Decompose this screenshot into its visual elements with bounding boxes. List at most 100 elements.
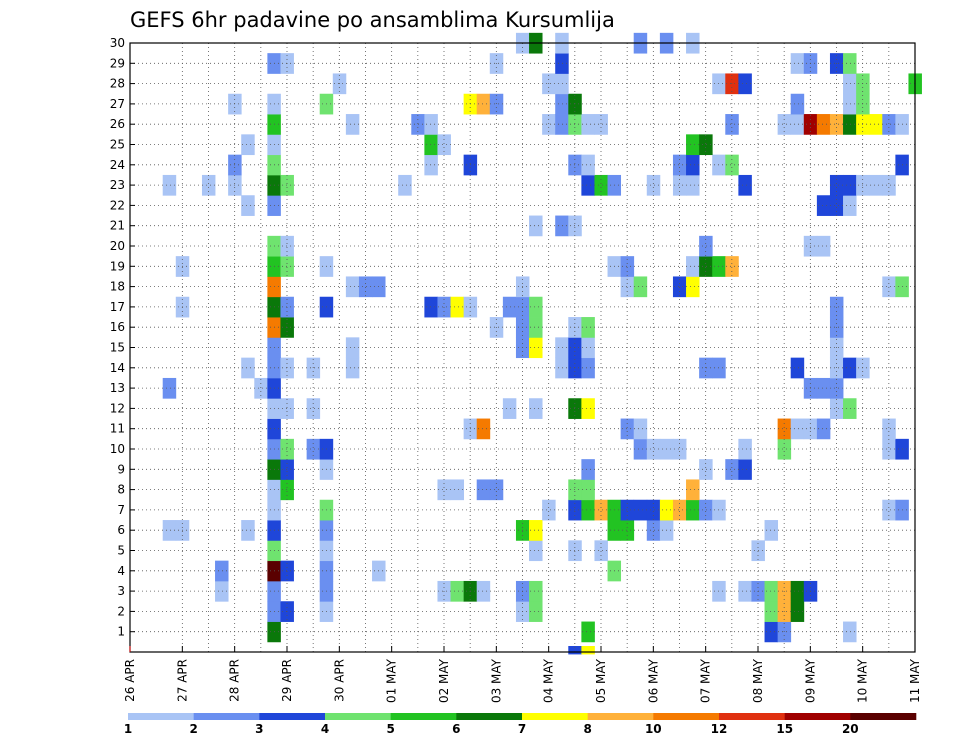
precip-cell — [816, 377, 831, 399]
precip-cell — [764, 520, 779, 541]
precip-cell — [568, 540, 582, 562]
precip-cell — [829, 174, 844, 196]
precip-cell — [555, 357, 569, 379]
precip-cell — [306, 398, 321, 419]
precip-cell — [790, 357, 805, 379]
precip-cell — [215, 560, 229, 582]
precip-cell — [686, 499, 700, 521]
colorbar-label: 2 — [190, 722, 198, 736]
precip-cell — [843, 174, 857, 196]
y-tick-label: 13 — [110, 381, 125, 395]
precip-cell — [594, 540, 608, 562]
x-tick-label: 30 APR — [332, 659, 346, 702]
chart-title: GEFS 6hr padavine po ansamblima Kursumli… — [130, 8, 615, 32]
precip-cell — [829, 377, 844, 399]
precip-cell — [476, 93, 491, 115]
y-tick-label: 17 — [110, 300, 125, 314]
precip-cell — [581, 114, 595, 135]
y-tick-label: 8 — [117, 483, 125, 497]
precip-cell — [882, 114, 896, 135]
precip-cell — [280, 459, 294, 480]
x-tick-label: 03 MAY — [489, 658, 503, 703]
colorbar-label: 20 — [842, 722, 859, 736]
x-tick-label: 08 MAY — [751, 658, 765, 703]
precip-cell — [672, 499, 687, 521]
precip-cell — [620, 256, 635, 277]
x-tick-label: 09 MAY — [803, 658, 817, 703]
precip-cell — [843, 621, 857, 643]
precip-cell — [725, 256, 739, 277]
y-tick-label: 23 — [110, 178, 125, 192]
precip-cell — [280, 438, 294, 460]
x-tick-label: 26 APR — [123, 659, 137, 702]
colorbar-segment — [587, 713, 654, 720]
precip-cell — [869, 114, 883, 135]
colorbar-label: 15 — [776, 722, 793, 736]
y-tick-label: 5 — [117, 544, 125, 558]
grid-layer — [130, 42, 915, 652]
colorbar-segment — [193, 713, 260, 720]
precip-cell — [424, 114, 438, 135]
precip-cell — [555, 53, 569, 74]
precip-cell — [476, 418, 491, 440]
precip-cell — [699, 235, 713, 257]
precip-cell — [568, 154, 582, 176]
precip-cell — [215, 580, 229, 602]
y-tick-label: 10 — [110, 442, 125, 456]
precip-cell — [555, 73, 569, 95]
precip-cell — [869, 174, 883, 196]
precip-cell — [843, 357, 857, 379]
precip-cell — [790, 418, 805, 440]
colorbar-segment — [325, 713, 391, 720]
precip-cell — [280, 174, 294, 196]
precip-cell — [816, 235, 831, 257]
colorbar-label: 4 — [321, 722, 329, 736]
y-tick-label: 3 — [117, 584, 125, 598]
y-tick-label: 15 — [110, 341, 125, 355]
precip-cell — [843, 398, 857, 419]
precip-cell — [529, 520, 543, 541]
precip-cell — [672, 276, 687, 298]
precip-cell — [738, 73, 752, 95]
colorbar-label: 10 — [645, 722, 662, 736]
precip-cell — [568, 114, 582, 135]
precip-cell — [646, 438, 661, 460]
precip-cell — [581, 479, 595, 501]
precip-cell — [529, 296, 543, 318]
y-tick-label: 22 — [110, 198, 125, 212]
y-tick-label: 20 — [110, 239, 125, 253]
colorbar-segment — [456, 713, 523, 720]
precip-cell — [450, 296, 465, 318]
precip-cell — [345, 337, 360, 359]
x-axis: 26 APR 27 APR 28 APR 29 APR 30 APR 01 MAY 02 M… — [123, 646, 922, 703]
x-tick-label: 10 MAY — [856, 658, 870, 703]
precip-cell — [581, 459, 595, 480]
precip-cell — [686, 174, 700, 196]
precip-cell — [568, 215, 582, 237]
colorbar-label: 5 — [387, 722, 395, 736]
precip-cell — [790, 580, 805, 602]
colorbar-segment — [128, 713, 194, 720]
precip-cell — [686, 134, 700, 156]
colorbar-label: 1 — [124, 722, 132, 736]
precip-cell — [345, 357, 360, 379]
precip-cell — [345, 276, 360, 298]
precip-cell — [581, 337, 595, 359]
precip-cell — [686, 154, 700, 176]
x-tick-label: 07 MAY — [699, 658, 713, 703]
precip-cell — [816, 418, 831, 440]
precip-cell — [816, 195, 831, 216]
precip-cell — [581, 154, 595, 176]
precip-cell — [777, 438, 792, 460]
y-tick-label: 21 — [110, 219, 125, 233]
precip-cell — [502, 296, 517, 318]
colorbar-label: 8 — [584, 722, 592, 736]
precip-cell — [882, 499, 896, 521]
x-tick-label: 05 MAY — [594, 658, 608, 703]
y-tick-label: 12 — [110, 401, 125, 415]
precip-cell — [542, 499, 556, 521]
precip-cell — [162, 174, 177, 196]
precip-cell — [646, 499, 661, 521]
precip-cell — [738, 174, 752, 196]
precip-cell — [201, 174, 216, 196]
